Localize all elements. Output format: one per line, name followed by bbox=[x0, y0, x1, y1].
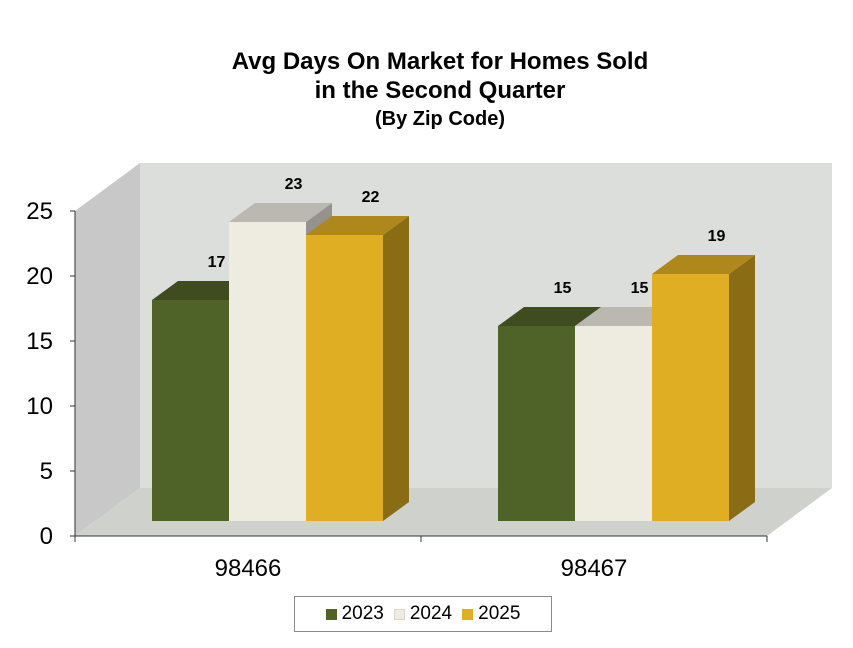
data-label: 17 bbox=[208, 254, 226, 271]
data-label: 23 bbox=[285, 176, 303, 193]
bar bbox=[306, 235, 383, 521]
x-tick-label: 98467 bbox=[561, 555, 628, 582]
data-label: 15 bbox=[631, 280, 649, 297]
legend-swatch-2025 bbox=[462, 608, 474, 620]
bar bbox=[152, 300, 229, 521]
bar-side bbox=[383, 216, 409, 521]
bar-side bbox=[729, 255, 755, 521]
bar-top bbox=[229, 203, 332, 222]
bar-top bbox=[652, 255, 755, 274]
legend-item-2025: 2025 bbox=[462, 603, 520, 625]
legend-swatch-2024 bbox=[393, 608, 405, 620]
legend-item-2024: 2024 bbox=[393, 603, 453, 625]
legend-label-2025: 2025 bbox=[478, 603, 521, 624]
bar bbox=[575, 326, 652, 521]
legend-label-2024: 2024 bbox=[409, 603, 453, 624]
legend-item-2023: 2023 bbox=[325, 603, 384, 625]
chart-title-line-2: in the Second Quarter bbox=[314, 77, 566, 104]
y-tick-label: 10 bbox=[26, 393, 53, 420]
data-label: 19 bbox=[708, 228, 726, 245]
chart-subtitle: (By Zip Code) bbox=[375, 108, 505, 130]
chart-title: Avg Days On Market for Homes Sold bbox=[231, 48, 649, 75]
side-wall bbox=[75, 163, 140, 536]
x-tick-label: 98466 bbox=[215, 555, 282, 582]
legend-label-2023: 2023 bbox=[341, 603, 384, 624]
bar bbox=[498, 326, 575, 521]
bar bbox=[229, 222, 306, 521]
data-label: 15 bbox=[554, 280, 572, 297]
legend-swatch-2023 bbox=[325, 608, 337, 620]
data-label: 22 bbox=[362, 189, 380, 206]
legend: 2023 2024 2025 bbox=[294, 596, 552, 632]
y-tick-label: 5 bbox=[40, 458, 53, 485]
bar-top bbox=[498, 307, 601, 326]
y-tick-label: 0 bbox=[40, 523, 53, 550]
y-tick-label: 15 bbox=[26, 328, 53, 355]
bar bbox=[652, 274, 729, 521]
y-tick-label: 25 bbox=[26, 198, 53, 225]
bar-top bbox=[306, 216, 409, 235]
y-tick-label: 20 bbox=[26, 263, 53, 290]
